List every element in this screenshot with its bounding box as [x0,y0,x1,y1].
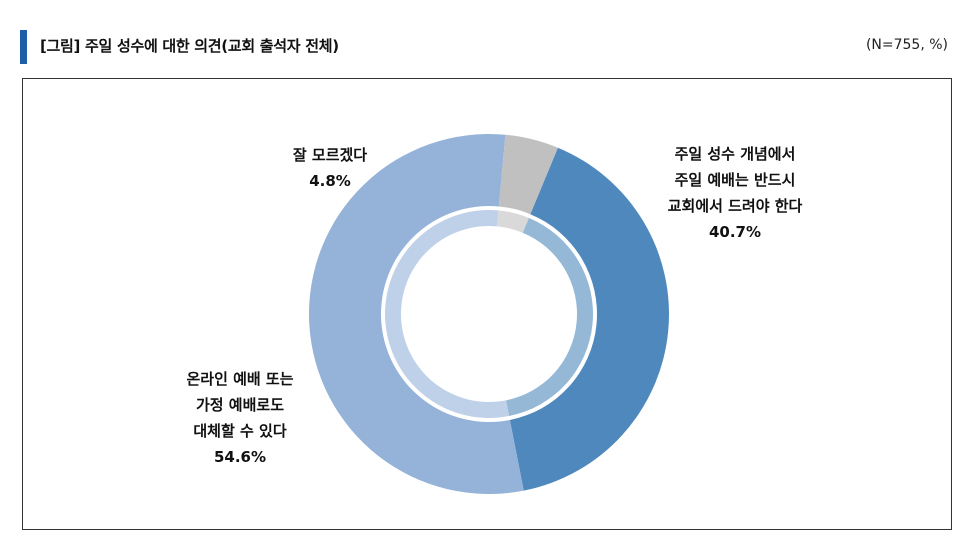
slice-value-unknown: 4.8% [309,172,351,190]
inner-ring-slice-online [385,209,510,418]
donut-slice-church [509,147,669,491]
title-accent-bar [20,30,27,64]
chart-frame [22,78,952,530]
inner-ring-slice-unknown [497,210,529,233]
inner-ring-slice-church [505,217,593,417]
chart-title: [그림] 주일 성수에 대한 의견(교회 출석자 전체) [40,37,339,55]
slice-label-church-text: 주일 성수 개념에서 주일 예배는 반드시 교회에서 드려야 한다 [667,145,803,215]
slice-label-church: 주일 성수 개념에서 주일 예배는 반드시 교회에서 드려야 한다 40.7% [620,115,850,271]
slice-label-unknown: 잘 모르겠다 4.8% [250,116,410,220]
donut-slice-unknown [498,134,558,215]
slice-value-online: 54.6% [213,448,267,466]
slice-value-church: 40.7% [708,223,762,241]
slice-label-unknown-text: 잘 모르겠다 [292,146,368,164]
donut-slice-online [309,133,524,494]
slice-label-online-text: 온라인 예배 또는 가정 예배로도 대체할 수 있다 [186,370,294,440]
slice-label-online: 온라인 예배 또는 가정 예배로도 대체할 수 있다 54.6% [130,340,350,496]
sample-size-note: (N=755, %) [865,37,948,53]
